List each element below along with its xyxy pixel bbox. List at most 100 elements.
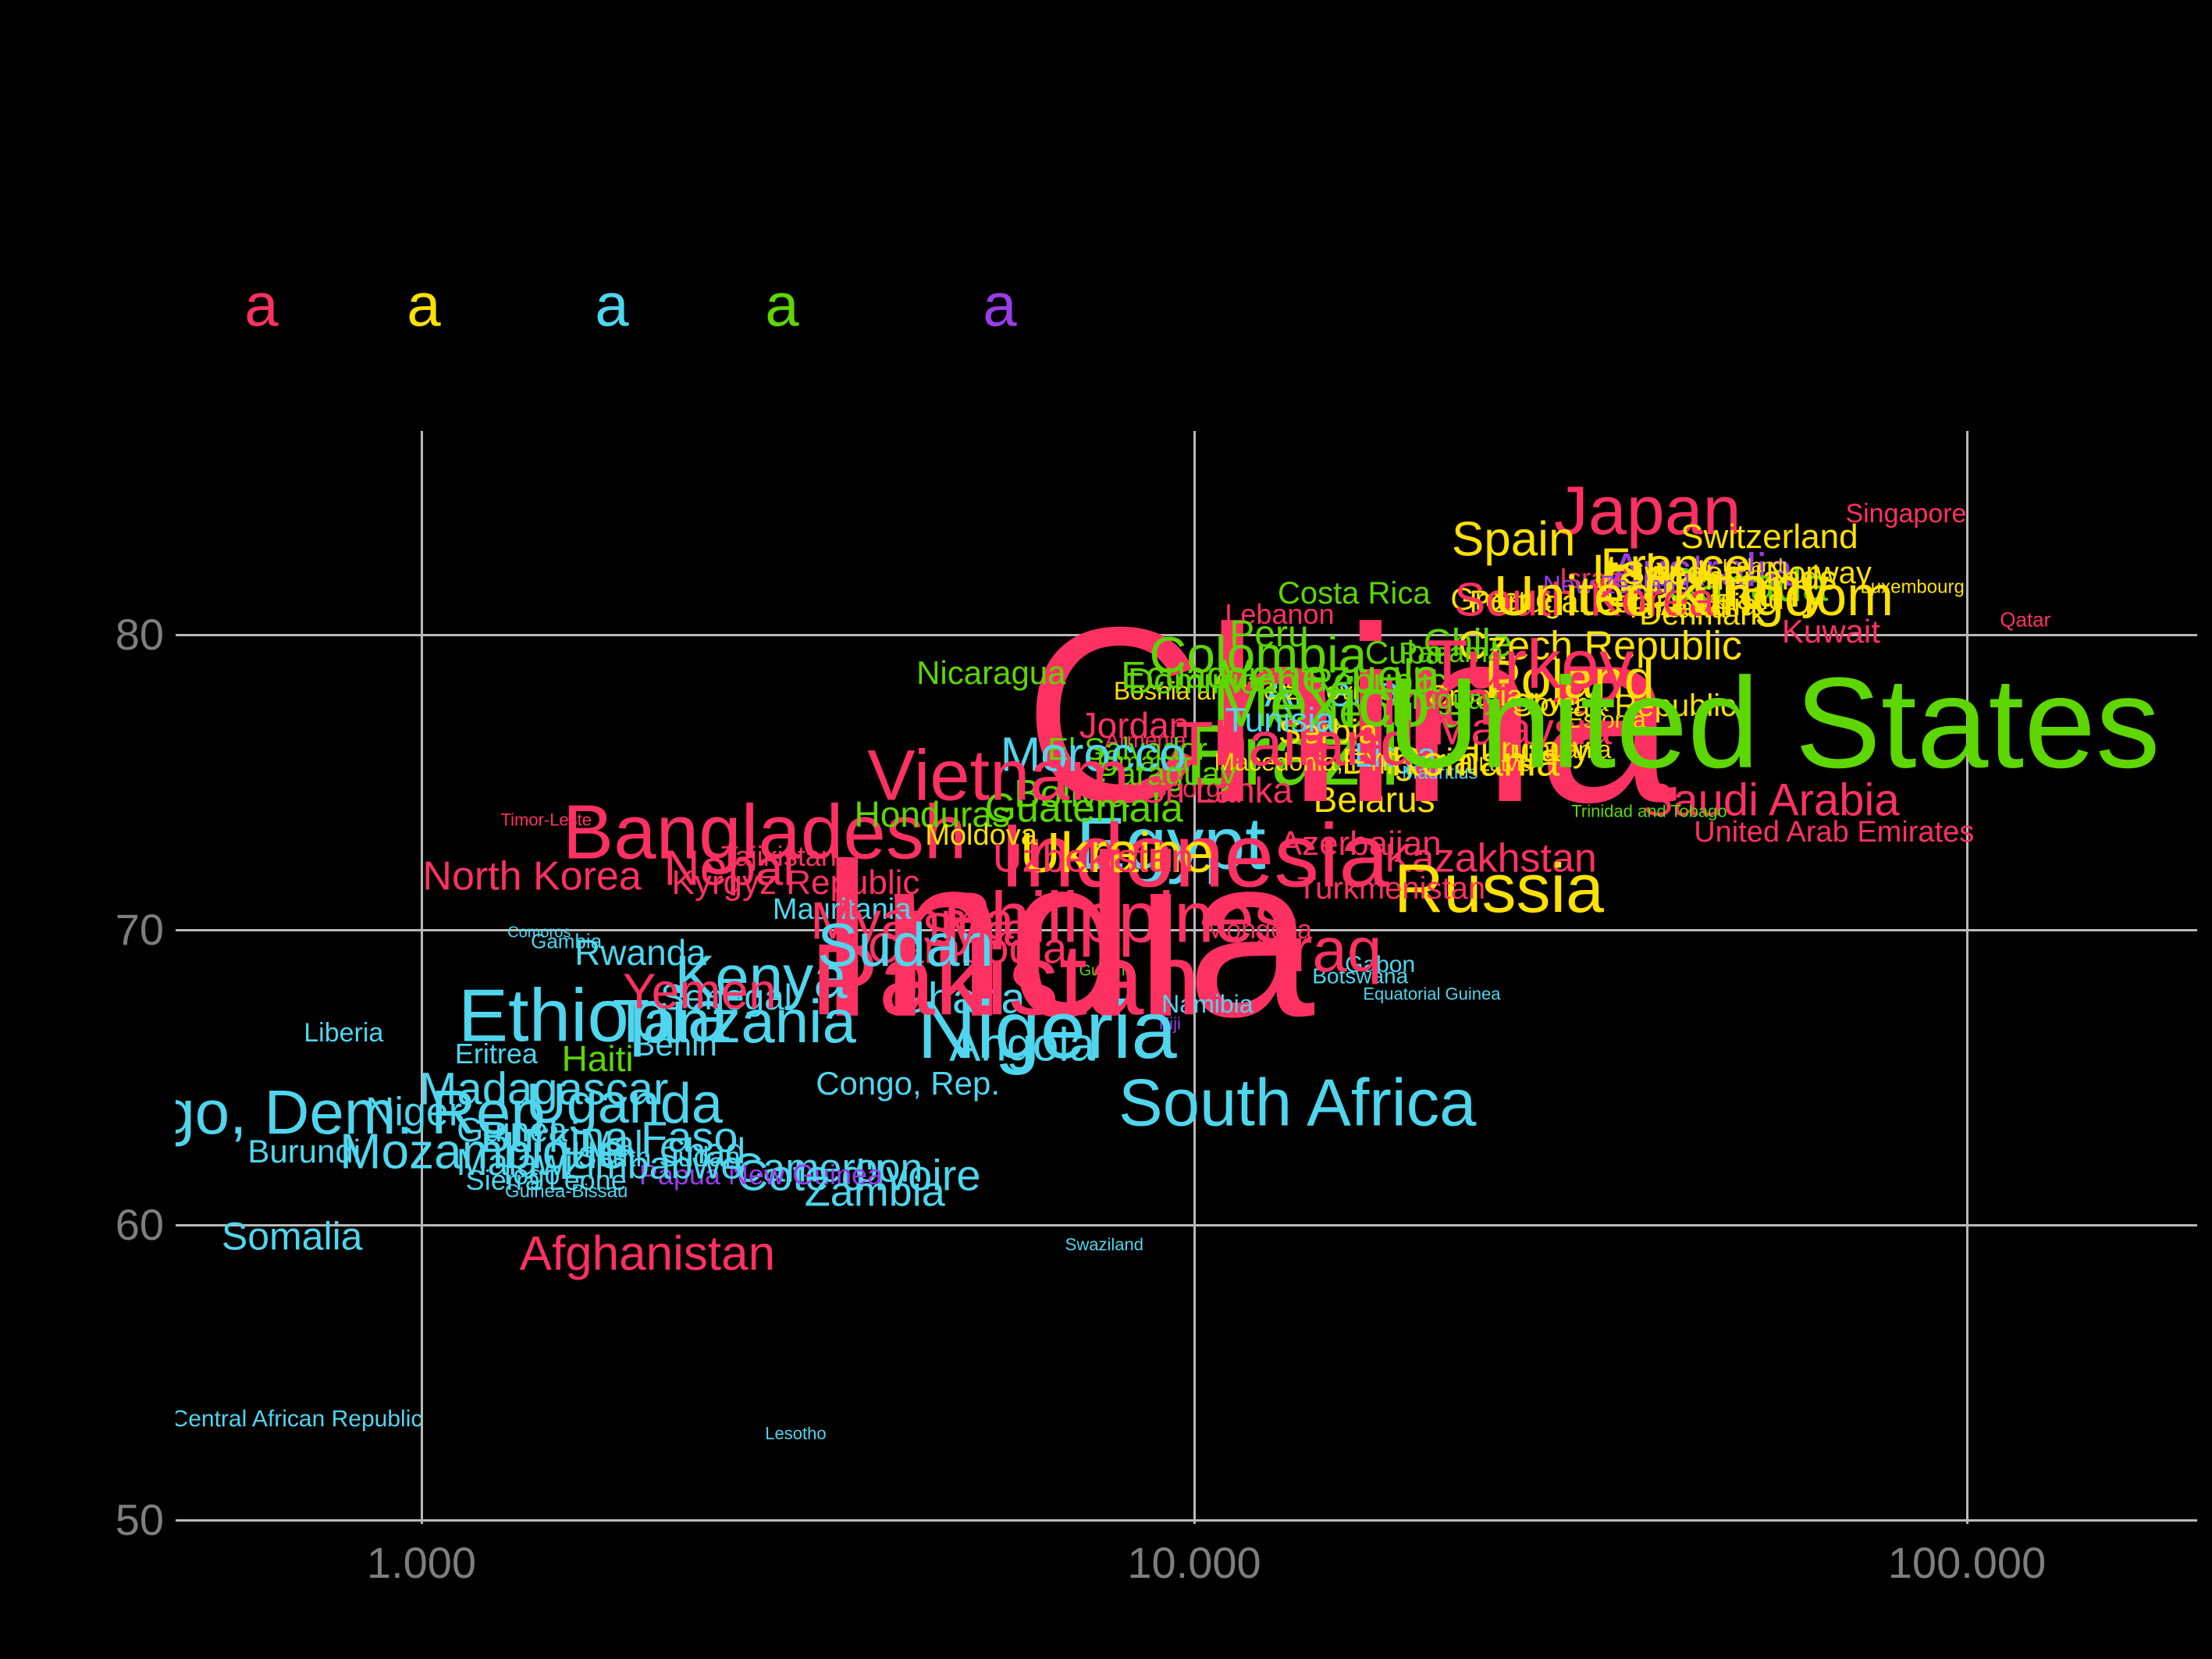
country-label-lithuania: Lithuania xyxy=(1510,735,1612,764)
country-label-tajikistan: Tajikistan xyxy=(720,839,837,872)
country-label-sweden: Sweden xyxy=(1623,554,1742,591)
country-label-niger: Niger xyxy=(365,1089,463,1135)
country-label-sierra-leone: Sierra Leone xyxy=(465,1164,627,1197)
country-label-turkmenistan: Turkmenistan xyxy=(1297,871,1486,906)
country-label-uzbekistan: Uzbekistan xyxy=(992,835,1194,881)
country-label-kenya: Kenya xyxy=(674,942,848,1012)
country-label-albania: Albania xyxy=(1213,668,1292,695)
x-tick-label: 1.000 xyxy=(366,1538,477,1587)
country-label-estonia: Estonia xyxy=(1567,707,1646,733)
y-gridline-70 xyxy=(176,928,2197,931)
country-label-greece: Greece xyxy=(1450,582,1553,617)
country-label-honduras: Honduras xyxy=(854,793,1010,835)
country-label-denmark: Denmark xyxy=(1639,596,1766,632)
country-label-finland: Finland xyxy=(1629,591,1727,625)
country-label-united-kingdom: United Kingdom xyxy=(1493,564,1894,628)
country-label-cuba: Cuba xyxy=(1364,633,1444,671)
country-label-qatar: Qatar xyxy=(2000,607,2051,632)
country-label-nepal: Nepal xyxy=(663,839,795,896)
country-label-philippines: Philippines xyxy=(942,878,1290,958)
x-gridline-100.000 xyxy=(1965,431,1968,1524)
y-gridline-60 xyxy=(176,1223,2197,1226)
country-label-guyana: Guyana xyxy=(1079,962,1134,980)
country-label-brazil: Brazil xyxy=(1185,707,1400,803)
country-label-pakistan: Pakistan xyxy=(811,922,1200,1037)
country-label-colombia: Colombia xyxy=(1149,626,1367,685)
country-label-canada: Canada xyxy=(1664,558,1829,611)
country-label-czech-republic: Czech Republic xyxy=(1457,623,1742,669)
country-label-serbia: Serbia xyxy=(1278,712,1378,751)
country-label-united-states: United States xyxy=(1386,651,2160,796)
country-label-thailand: Thailand xyxy=(1175,708,1415,778)
country-label-venezuela: Venezuela xyxy=(1221,650,1440,703)
country-label-slovak-republic: Slovak Republic xyxy=(1512,688,1737,723)
country-label-morocco: Morocco xyxy=(1000,728,1186,782)
country-label-kyrgyz-republic: Kyrgyz Republic xyxy=(671,863,920,902)
country-label-belgium: Belgium xyxy=(1593,585,1707,620)
legend-swatch-4: a xyxy=(765,270,799,339)
country-label-nicaragua: Nicaragua xyxy=(916,654,1066,692)
country-label-singapore: Singapore xyxy=(1845,498,1967,529)
country-label-jamaica: Jamaica xyxy=(1090,746,1190,777)
country-label-malaysia: Malaysia xyxy=(1433,703,1613,755)
country-label-kazakhstan: Kazakhstan xyxy=(1385,835,1597,881)
legend-swatch-5: a xyxy=(983,270,1017,339)
country-label-israel: Israel xyxy=(1559,562,1629,595)
country-label-mongolia: Mongolia xyxy=(1204,914,1312,945)
country-label-haiti: Haiti xyxy=(561,1038,634,1080)
country-label-mauritius: Mauritius xyxy=(1402,762,1478,784)
country-label-norway: Norway xyxy=(1766,555,1872,590)
country-label-gabon: Gabon xyxy=(1345,952,1416,978)
country-label-congo-dem-rep-: Congo, Dem. Rep. xyxy=(176,1077,563,1148)
country-label-guinea: Guinea xyxy=(457,1111,568,1150)
country-label-equatorial-guinea: Equatorial Guinea xyxy=(1363,984,1501,1004)
country-label-ireland: Ireland xyxy=(1698,582,1784,615)
country-label-azerbaijan: Azerbaijan xyxy=(1278,824,1442,863)
country-label-zambia: Zambia xyxy=(804,1168,945,1216)
country-label-lebanon: Lebanon xyxy=(1225,597,1335,630)
y-tick-label: 60 xyxy=(115,1200,164,1249)
country-label-cameroon: Cameroon xyxy=(733,1145,923,1191)
country-label-papua-new-guinea: Papua New Guinea xyxy=(638,1158,884,1191)
country-label-new-zealand: New Zealand xyxy=(1542,570,1691,599)
country-label-slovenia: Slovenia xyxy=(1513,688,1609,717)
country-label-ecuador: Ecuador xyxy=(1121,655,1261,697)
country-label-bangladesh: Bangladesh xyxy=(562,789,967,875)
y-tick-label: 70 xyxy=(115,905,164,954)
y-gridline-50 xyxy=(176,1518,2197,1522)
country-label-myanmar: Myanmar xyxy=(810,891,1032,951)
country-label-cote-d-ivoire: Cote d'Ivoire xyxy=(736,1150,981,1200)
country-label-sudan: Sudan xyxy=(817,910,994,979)
country-label-belarus: Belarus xyxy=(1313,778,1435,820)
country-label-iran: Iran xyxy=(1380,665,1494,739)
country-label-jordan: Jordan xyxy=(1079,705,1190,746)
country-label-angola: Angola xyxy=(949,1018,1096,1071)
country-label-madagascar: Madagascar xyxy=(419,1063,669,1115)
country-label-burundi: Burundi xyxy=(247,1132,361,1169)
country-label-indonesia: Indonesia xyxy=(999,805,1389,906)
country-label-france: France xyxy=(1600,539,1751,593)
country-label-turkey: Turkey xyxy=(1426,625,1634,703)
country-label-peru: Peru xyxy=(1229,614,1309,656)
country-label-north-korea: North Korea xyxy=(422,853,642,899)
country-label-guatemala: Guatemala xyxy=(984,785,1183,831)
country-label-south-sudan: South Sudan xyxy=(578,1140,741,1173)
country-label-timor-leste: Timor-Leste xyxy=(500,810,592,830)
country-label-south-africa: South Africa xyxy=(1118,1066,1477,1141)
y-tick-label: 50 xyxy=(115,1495,164,1544)
legend-swatch-2: a xyxy=(407,270,441,339)
legend-swatch-3: a xyxy=(595,270,629,339)
country-label-croatia: Croatia xyxy=(1427,680,1524,714)
country-label-botswana: Botswana xyxy=(1312,964,1409,989)
country-label-united-arab-emirates: United Arab Emirates xyxy=(1694,816,1975,849)
country-label-nigeria: Nigeria xyxy=(917,984,1177,1076)
country-label-luxembourg: Luxembourg xyxy=(1860,576,1965,598)
country-label-eritrea: Eritrea xyxy=(454,1037,538,1070)
country-label-south-korea: South Korea xyxy=(1454,573,1715,626)
country-label-ghana: Ghana xyxy=(894,973,1026,1023)
country-label-mauritania: Mauritania xyxy=(772,892,912,926)
country-label-hungary: Hungary xyxy=(1454,728,1591,770)
country-label-zimbabwe: Zimbabwe xyxy=(562,1143,743,1187)
country-label-togo: Togo xyxy=(499,1158,560,1191)
country-label-libya: Libya xyxy=(1353,736,1437,775)
